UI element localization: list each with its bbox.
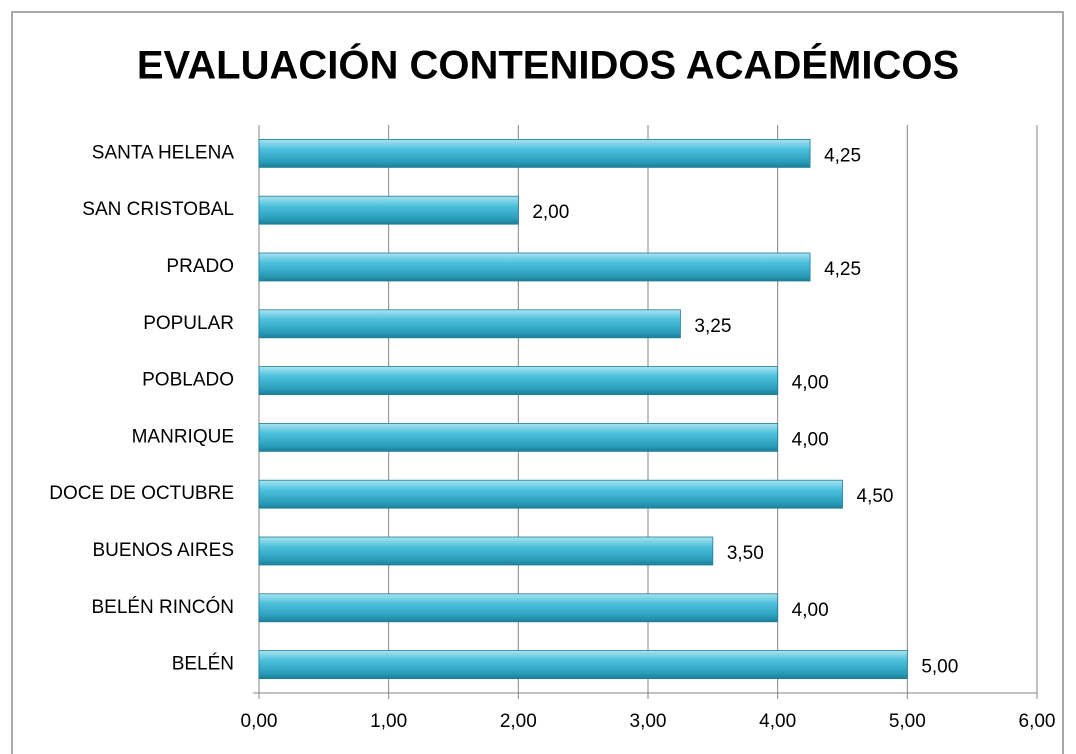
bar <box>258 536 714 566</box>
y-tick-label: BELÉN <box>172 654 234 675</box>
bar <box>258 138 811 168</box>
x-tick-label: 5,00 <box>889 711 926 732</box>
x-tick-label: 3,00 <box>630 711 667 732</box>
bar <box>258 479 843 509</box>
bar <box>258 195 519 225</box>
bar <box>258 309 681 339</box>
value-label: 4,25 <box>824 145 861 166</box>
value-label: 4,25 <box>824 259 861 280</box>
y-tick-label: PRADO <box>166 256 234 277</box>
value-label: 4,00 <box>792 373 829 394</box>
y-tick-label: BUENOS AIRES <box>93 540 235 561</box>
x-tick-label: 4,00 <box>759 711 796 732</box>
value-label: 4,50 <box>857 486 894 507</box>
y-tick-label: DOCE DE OCTUBRE <box>49 483 234 504</box>
value-label: 3,50 <box>727 543 764 564</box>
bar <box>258 366 779 396</box>
y-tick-label: POPULAR <box>143 313 234 334</box>
bar <box>258 422 779 452</box>
chart-title: EVALUACIÓN CONTENIDOS ACADÉMICOS <box>137 42 959 88</box>
x-tick-label: 6,00 <box>1019 711 1056 732</box>
bar <box>258 252 811 282</box>
y-tick-label: BELÉN RINCÓN <box>91 596 234 618</box>
x-tick-label: 2,00 <box>500 711 537 732</box>
x-tick-label: 0,00 <box>241 711 278 732</box>
y-tick-label: SANTA HELENA <box>92 142 235 163</box>
x-tick-label: 1,00 <box>370 711 407 732</box>
value-label: 2,00 <box>532 202 569 223</box>
y-tick-label: POBLADO <box>142 370 234 391</box>
bar <box>258 593 779 623</box>
value-label: 5,00 <box>921 657 958 678</box>
y-tick-label: MANRIQUE <box>132 426 234 447</box>
value-label: 4,00 <box>792 600 829 621</box>
y-tick-label: SAN CRISTOBAL <box>82 199 234 220</box>
value-label: 4,00 <box>792 429 829 450</box>
bar <box>258 650 908 679</box>
value-label: 3,25 <box>694 316 731 337</box>
